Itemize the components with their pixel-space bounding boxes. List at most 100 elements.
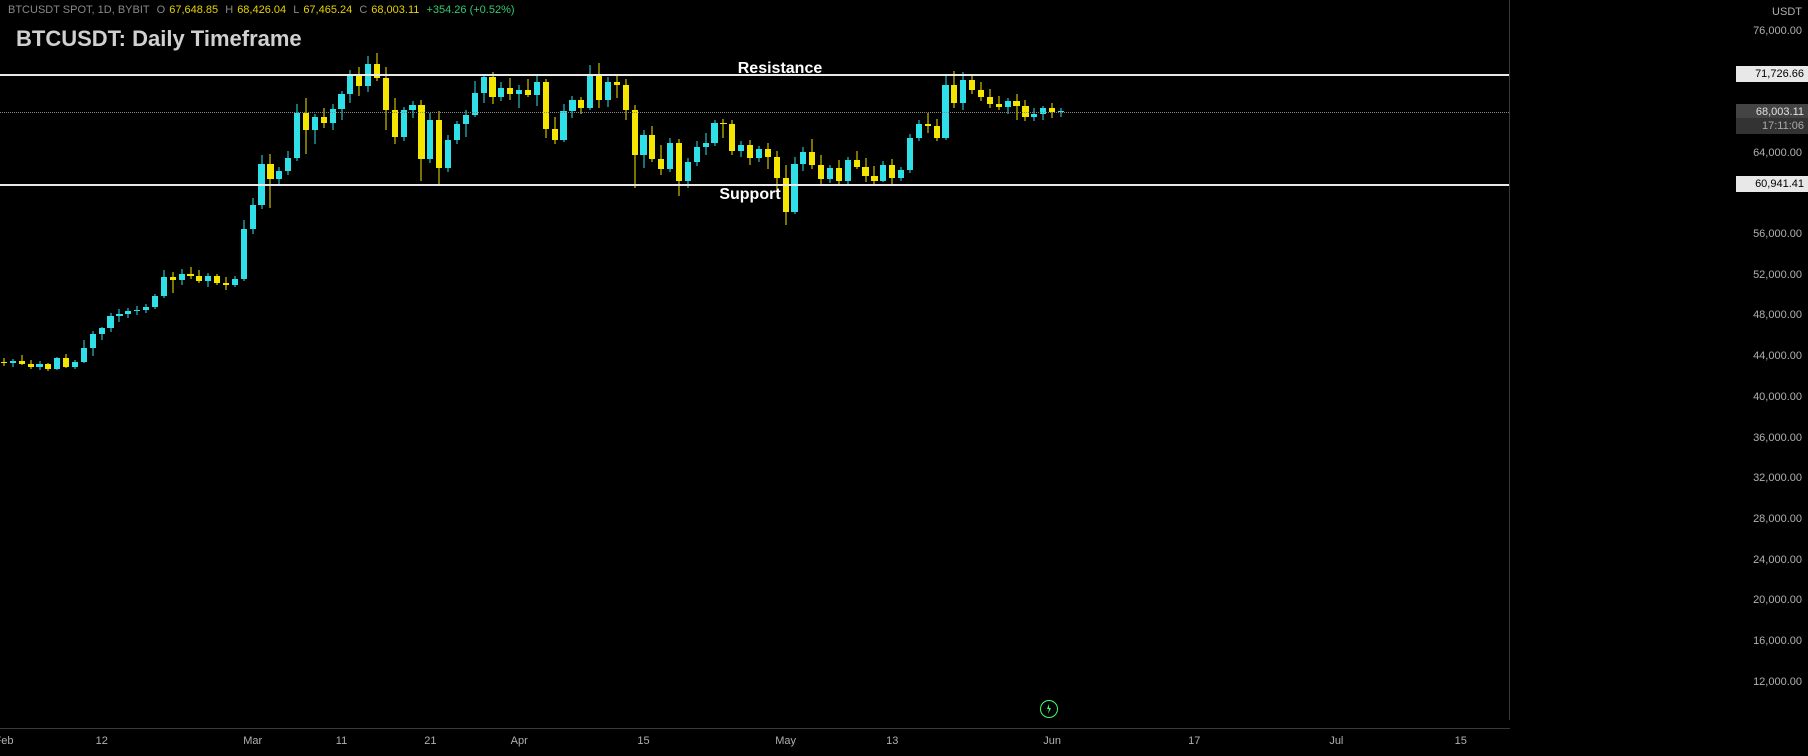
candle[interactable] xyxy=(614,0,620,692)
candle[interactable] xyxy=(640,0,646,692)
candle[interactable] xyxy=(934,0,940,692)
candle[interactable] xyxy=(880,0,886,692)
candle[interactable] xyxy=(223,0,229,692)
candle[interactable] xyxy=(898,0,904,692)
candle[interactable] xyxy=(392,0,398,692)
candle[interactable] xyxy=(658,0,664,692)
candle[interactable] xyxy=(862,0,868,692)
candle[interactable] xyxy=(871,0,877,692)
candle[interactable] xyxy=(205,0,211,692)
candle[interactable] xyxy=(1,0,7,692)
candle[interactable] xyxy=(409,0,415,692)
candle[interactable] xyxy=(330,0,336,692)
candle[interactable] xyxy=(632,0,638,692)
candle[interactable] xyxy=(916,0,922,692)
candle[interactable] xyxy=(516,0,522,692)
candle[interactable] xyxy=(498,0,504,692)
candle[interactable] xyxy=(161,0,167,692)
candle[interactable] xyxy=(969,0,975,692)
candle[interactable] xyxy=(28,0,34,692)
candle[interactable] xyxy=(552,0,558,692)
candle[interactable] xyxy=(960,0,966,692)
candle[interactable] xyxy=(569,0,575,692)
candle[interactable] xyxy=(1005,0,1011,692)
candle[interactable] xyxy=(276,0,282,692)
candle[interactable] xyxy=(152,0,158,692)
candle[interactable] xyxy=(889,0,895,692)
candle[interactable] xyxy=(356,0,362,692)
candle[interactable] xyxy=(347,0,353,692)
resistance-annotation[interactable]: Resistance xyxy=(738,60,823,78)
candle[interactable] xyxy=(596,0,602,692)
candle[interactable] xyxy=(667,0,673,692)
candle[interactable] xyxy=(365,0,371,692)
candle[interactable] xyxy=(685,0,691,692)
candle[interactable] xyxy=(143,0,149,692)
candle[interactable] xyxy=(401,0,407,692)
candle[interactable] xyxy=(507,0,513,692)
candle[interactable] xyxy=(303,0,309,692)
candle[interactable] xyxy=(720,0,726,692)
candle[interactable] xyxy=(285,0,291,692)
chart-plot-area[interactable]: Resistance Support xyxy=(0,0,1510,720)
candle[interactable] xyxy=(45,0,51,692)
candle[interactable] xyxy=(196,0,202,692)
candle[interactable] xyxy=(489,0,495,692)
lightning-icon[interactable] xyxy=(1040,700,1058,718)
candle[interactable] xyxy=(978,0,984,692)
candle[interactable] xyxy=(445,0,451,692)
candle[interactable] xyxy=(854,0,860,692)
candle[interactable] xyxy=(90,0,96,692)
candle[interactable] xyxy=(72,0,78,692)
candle[interactable] xyxy=(738,0,744,692)
candle[interactable] xyxy=(1013,0,1019,692)
candle[interactable] xyxy=(170,0,176,692)
candle[interactable] xyxy=(294,0,300,692)
candle[interactable] xyxy=(125,0,131,692)
candle[interactable] xyxy=(258,0,264,692)
support-annotation[interactable]: Support xyxy=(719,186,780,204)
candle[interactable] xyxy=(907,0,913,692)
candle[interactable] xyxy=(1058,0,1064,692)
candle[interactable] xyxy=(951,0,957,692)
candle[interactable] xyxy=(10,0,16,692)
candle[interactable] xyxy=(54,0,60,692)
candle[interactable] xyxy=(845,0,851,692)
x-axis[interactable]: Feb12Mar1121Apr15May13Jun17Jul15 xyxy=(0,728,1510,756)
candle[interactable] xyxy=(107,0,113,692)
candle[interactable] xyxy=(472,0,478,692)
candle[interactable] xyxy=(481,0,487,692)
candle[interactable] xyxy=(703,0,709,692)
candle[interactable] xyxy=(418,0,424,692)
candle[interactable] xyxy=(179,0,185,692)
candle[interactable] xyxy=(836,0,842,692)
candle[interactable] xyxy=(267,0,273,692)
candle[interactable] xyxy=(383,0,389,692)
candle[interactable] xyxy=(996,0,1002,692)
candle[interactable] xyxy=(783,0,789,692)
candle[interactable] xyxy=(676,0,682,692)
candle[interactable] xyxy=(19,0,25,692)
candle[interactable] xyxy=(1049,0,1055,692)
candle[interactable] xyxy=(463,0,469,692)
candle[interactable] xyxy=(747,0,753,692)
candle[interactable] xyxy=(942,0,948,692)
candle[interactable] xyxy=(134,0,140,692)
candle[interactable] xyxy=(543,0,549,692)
candle[interactable] xyxy=(729,0,735,692)
candle[interactable] xyxy=(338,0,344,692)
candle[interactable] xyxy=(756,0,762,692)
y-axis[interactable]: USDT 76,000.0064,000.0056,000.0052,000.0… xyxy=(1736,0,1808,720)
candle[interactable] xyxy=(774,0,780,692)
candle[interactable] xyxy=(987,0,993,692)
candle[interactable] xyxy=(578,0,584,692)
candle[interactable] xyxy=(711,0,717,692)
candle[interactable] xyxy=(241,0,247,692)
candle[interactable] xyxy=(605,0,611,692)
candle[interactable] xyxy=(587,0,593,692)
candle[interactable] xyxy=(214,0,220,692)
candle[interactable] xyxy=(81,0,87,692)
candle[interactable] xyxy=(818,0,824,692)
candle[interactable] xyxy=(534,0,540,692)
candle[interactable] xyxy=(1040,0,1046,692)
